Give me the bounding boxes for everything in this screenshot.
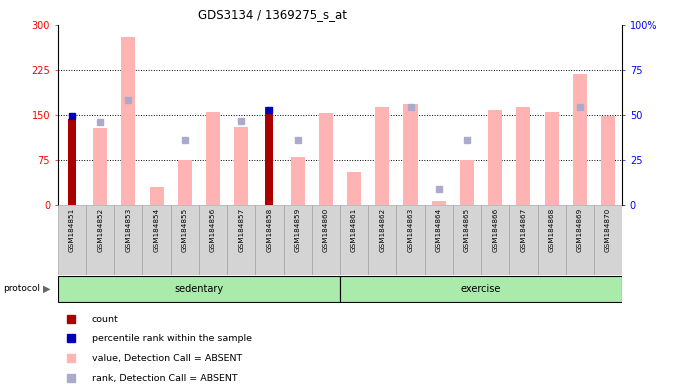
Bar	[573, 74, 587, 205]
Bar	[488, 110, 503, 205]
Text: GSM184855: GSM184855	[182, 207, 188, 252]
Bar	[58, 276, 340, 302]
Bar	[453, 205, 481, 275]
Bar	[312, 205, 340, 275]
Bar	[601, 116, 615, 205]
Bar	[150, 187, 164, 205]
Text: GSM184866: GSM184866	[492, 207, 498, 252]
Bar	[114, 205, 143, 275]
Bar	[68, 119, 76, 205]
Text: ▶: ▶	[42, 284, 50, 294]
Text: GSM184852: GSM184852	[97, 207, 103, 252]
Bar	[432, 200, 446, 205]
Text: GSM184851: GSM184851	[69, 207, 75, 252]
Text: GSM184870: GSM184870	[605, 207, 611, 252]
Bar	[177, 161, 192, 205]
Bar	[206, 112, 220, 205]
Bar	[369, 205, 396, 275]
Text: protocol: protocol	[3, 284, 40, 293]
Bar	[566, 205, 594, 275]
Text: count: count	[92, 315, 118, 324]
Bar	[121, 37, 135, 205]
Bar	[227, 205, 256, 275]
Text: rank, Detection Call = ABSENT: rank, Detection Call = ABSENT	[92, 374, 237, 383]
Text: GSM184856: GSM184856	[210, 207, 216, 252]
Text: GSM184863: GSM184863	[407, 207, 413, 252]
Text: GSM184862: GSM184862	[379, 207, 386, 252]
Bar	[375, 108, 390, 205]
Bar	[265, 108, 273, 205]
Bar	[234, 127, 248, 205]
Bar	[199, 205, 227, 275]
Text: exercise: exercise	[461, 284, 501, 294]
Text: GSM184857: GSM184857	[238, 207, 244, 252]
Text: value, Detection Call = ABSENT: value, Detection Call = ABSENT	[92, 354, 242, 362]
Bar	[516, 108, 530, 205]
Text: GSM184854: GSM184854	[154, 207, 160, 252]
Bar	[538, 205, 566, 275]
Bar	[594, 205, 622, 275]
Text: GSM184868: GSM184868	[549, 207, 555, 252]
Text: GSM184867: GSM184867	[520, 207, 526, 252]
Bar	[396, 205, 425, 275]
Bar	[509, 205, 538, 275]
Bar	[93, 128, 107, 205]
Bar	[481, 205, 509, 275]
Bar	[256, 205, 284, 275]
Text: GSM184869: GSM184869	[577, 207, 583, 252]
Text: percentile rank within the sample: percentile rank within the sample	[92, 334, 252, 343]
Bar	[58, 205, 86, 275]
Text: sedentary: sedentary	[174, 284, 224, 294]
Bar	[347, 172, 361, 205]
Bar	[425, 205, 453, 275]
Bar	[545, 112, 559, 205]
Bar	[86, 205, 114, 275]
Bar	[319, 113, 333, 205]
Bar	[460, 161, 474, 205]
Bar	[403, 104, 418, 205]
Text: GSM184864: GSM184864	[436, 207, 442, 252]
Bar	[340, 276, 622, 302]
Text: GSM184858: GSM184858	[267, 207, 273, 252]
Bar	[340, 205, 369, 275]
Text: GDS3134 / 1369275_s_at: GDS3134 / 1369275_s_at	[197, 8, 347, 22]
Text: GSM184859: GSM184859	[294, 207, 301, 252]
Bar	[143, 205, 171, 275]
Text: GSM184853: GSM184853	[125, 207, 131, 252]
Text: GSM184860: GSM184860	[323, 207, 329, 252]
Bar	[284, 205, 312, 275]
Bar	[290, 157, 305, 205]
Bar	[171, 205, 199, 275]
Text: GSM184861: GSM184861	[351, 207, 357, 252]
Text: GSM184865: GSM184865	[464, 207, 470, 252]
